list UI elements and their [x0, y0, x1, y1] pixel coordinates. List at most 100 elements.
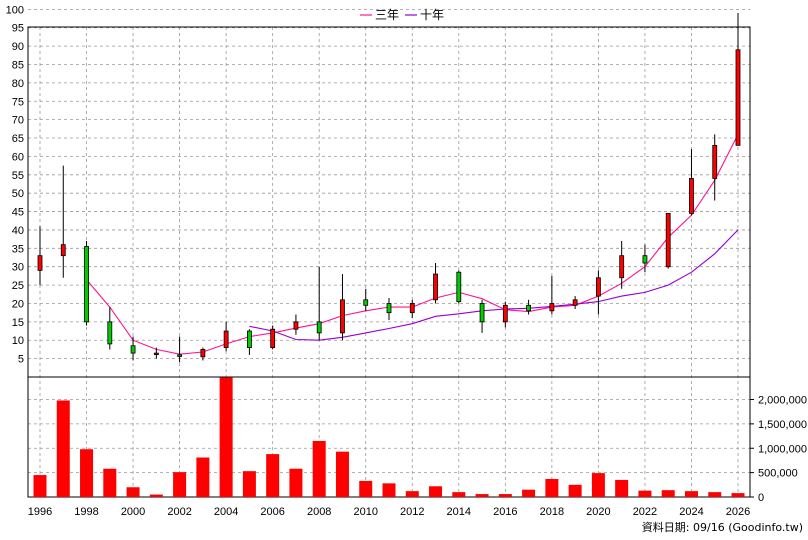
volume-bar: [522, 489, 536, 497]
volume-bar: [359, 480, 373, 497]
price-tick-label: 45: [12, 207, 24, 219]
price-tick-label: 10: [12, 335, 24, 347]
candle-body: [619, 255, 625, 279]
volume-bar: [80, 449, 94, 497]
year-tick-label: 2024: [679, 506, 703, 518]
year-axis-ticks: 1996 1998 2000 2002 2004 2006 2008 2010 2012 2014…: [28, 506, 750, 518]
candlesticks: [37, 13, 741, 363]
volume-tick-label: 0: [758, 492, 764, 504]
volume-bar: [33, 475, 47, 497]
price-tick-label: 100: [6, 4, 24, 16]
volume-tick-label: 2,000,000: [758, 395, 807, 407]
price-tick-label: 85: [12, 60, 24, 72]
candle-body: [502, 304, 508, 323]
volume-tick-label: 500,000: [758, 468, 798, 480]
price-tick-label: 20: [12, 298, 24, 310]
candle-body: [735, 49, 741, 146]
volume-tick-label: 1,500,000: [758, 419, 807, 431]
price-tick-label: 55: [12, 170, 24, 182]
year-tick-label: 2020: [586, 506, 610, 518]
price-tick-label: 40: [12, 225, 24, 237]
price-tick-label: 70: [12, 115, 24, 127]
volume-bar: [173, 472, 187, 497]
price-tick-label: 75: [12, 96, 24, 108]
year-tick-label: 2022: [633, 506, 657, 518]
year-tick-label: 1998: [74, 506, 98, 518]
candle-body: [479, 303, 485, 323]
volume-bar: [335, 451, 349, 497]
price-tick-label: 35: [12, 243, 24, 255]
price-tick-label: 30: [12, 262, 24, 274]
year-tick-label: 1996: [28, 506, 52, 518]
volume-bar: [429, 486, 443, 497]
legend-label-three-year: 三年: [375, 8, 399, 22]
candle-body: [409, 303, 415, 314]
volume-bar: [289, 468, 303, 497]
candle-body: [386, 303, 392, 314]
candle-body: [549, 303, 555, 312]
price-axis-ticks: 5 10 15 20 25 30 35 40 45 50 55 60 65 70 75 80 85 90 95 100: [6, 4, 24, 365]
volume-bar: [661, 490, 675, 497]
candle-body: [526, 304, 531, 312]
volume-bar: [103, 468, 117, 497]
candle-body: [433, 273, 438, 301]
volume-bar: [684, 491, 698, 497]
year-tick-label: 2010: [353, 506, 377, 518]
volume-bar: [126, 487, 140, 497]
volume-bar: [591, 473, 605, 497]
price-tick-label: 5: [18, 354, 24, 366]
price-tick-label: 65: [12, 133, 24, 145]
volume-bar: [545, 478, 559, 497]
year-tick-label: 2026: [726, 506, 750, 518]
volume-bar: [149, 494, 163, 497]
volume-bar: [196, 457, 210, 497]
plot-frame: [27, 26, 751, 498]
price-tick-label: 90: [12, 41, 24, 53]
year-tick-label: 2014: [447, 506, 471, 518]
candle-body: [60, 244, 66, 257]
candle-body: [200, 349, 206, 358]
legend-label-ten-year: 十年: [420, 8, 444, 22]
volume-bar: [266, 454, 280, 497]
candle-body: [665, 212, 671, 268]
year-tick-label: 2018: [540, 506, 564, 518]
candle-body: [340, 299, 345, 334]
candle-body: [37, 255, 43, 271]
volume-tick-label: 1,000,000: [758, 443, 807, 455]
candle-body: [293, 321, 299, 330]
candle-body: [316, 321, 322, 334]
price-tick-label: 15: [12, 317, 24, 329]
candle-body: [177, 354, 183, 357]
legend: 三年 十年: [360, 8, 444, 22]
volume-bar: [312, 440, 326, 497]
candle-body: [153, 352, 159, 356]
candle-body: [246, 330, 252, 348]
series-line: [249, 229, 739, 341]
price-tick-label: 80: [12, 78, 24, 90]
volume-bar: [56, 400, 70, 497]
plot-border: [27, 26, 751, 498]
year-tick-label: 2008: [307, 506, 331, 518]
volume-bar: [452, 492, 466, 497]
price-tick-label: 60: [12, 151, 24, 163]
price-tick-label: 95: [12, 23, 24, 35]
volume-bar: [219, 377, 233, 497]
year-tick-label: 2016: [493, 506, 517, 518]
volume-bar: [638, 490, 652, 497]
volume-bar: [568, 484, 582, 497]
candle-body: [84, 246, 89, 323]
year-tick-label: 2006: [260, 506, 284, 518]
volume-bar: [731, 493, 745, 497]
year-tick-label: 2000: [121, 506, 145, 518]
candle-body: [363, 299, 369, 306]
candle-body: [130, 345, 136, 354]
candle-body: [712, 144, 718, 179]
price-tick-label: 50: [12, 188, 24, 200]
volume-bars: [33, 377, 745, 497]
volume-bar: [405, 491, 419, 497]
volume-bar: [242, 471, 256, 497]
data-date-footer: 資料日期: 09/16 (Goodinfo.tw): [642, 520, 803, 534]
year-tick-label: 2004: [214, 506, 238, 518]
volume-axis-ticks: 0 500,000 1,000,000 1,500,000 2,000,000: [750, 395, 807, 504]
